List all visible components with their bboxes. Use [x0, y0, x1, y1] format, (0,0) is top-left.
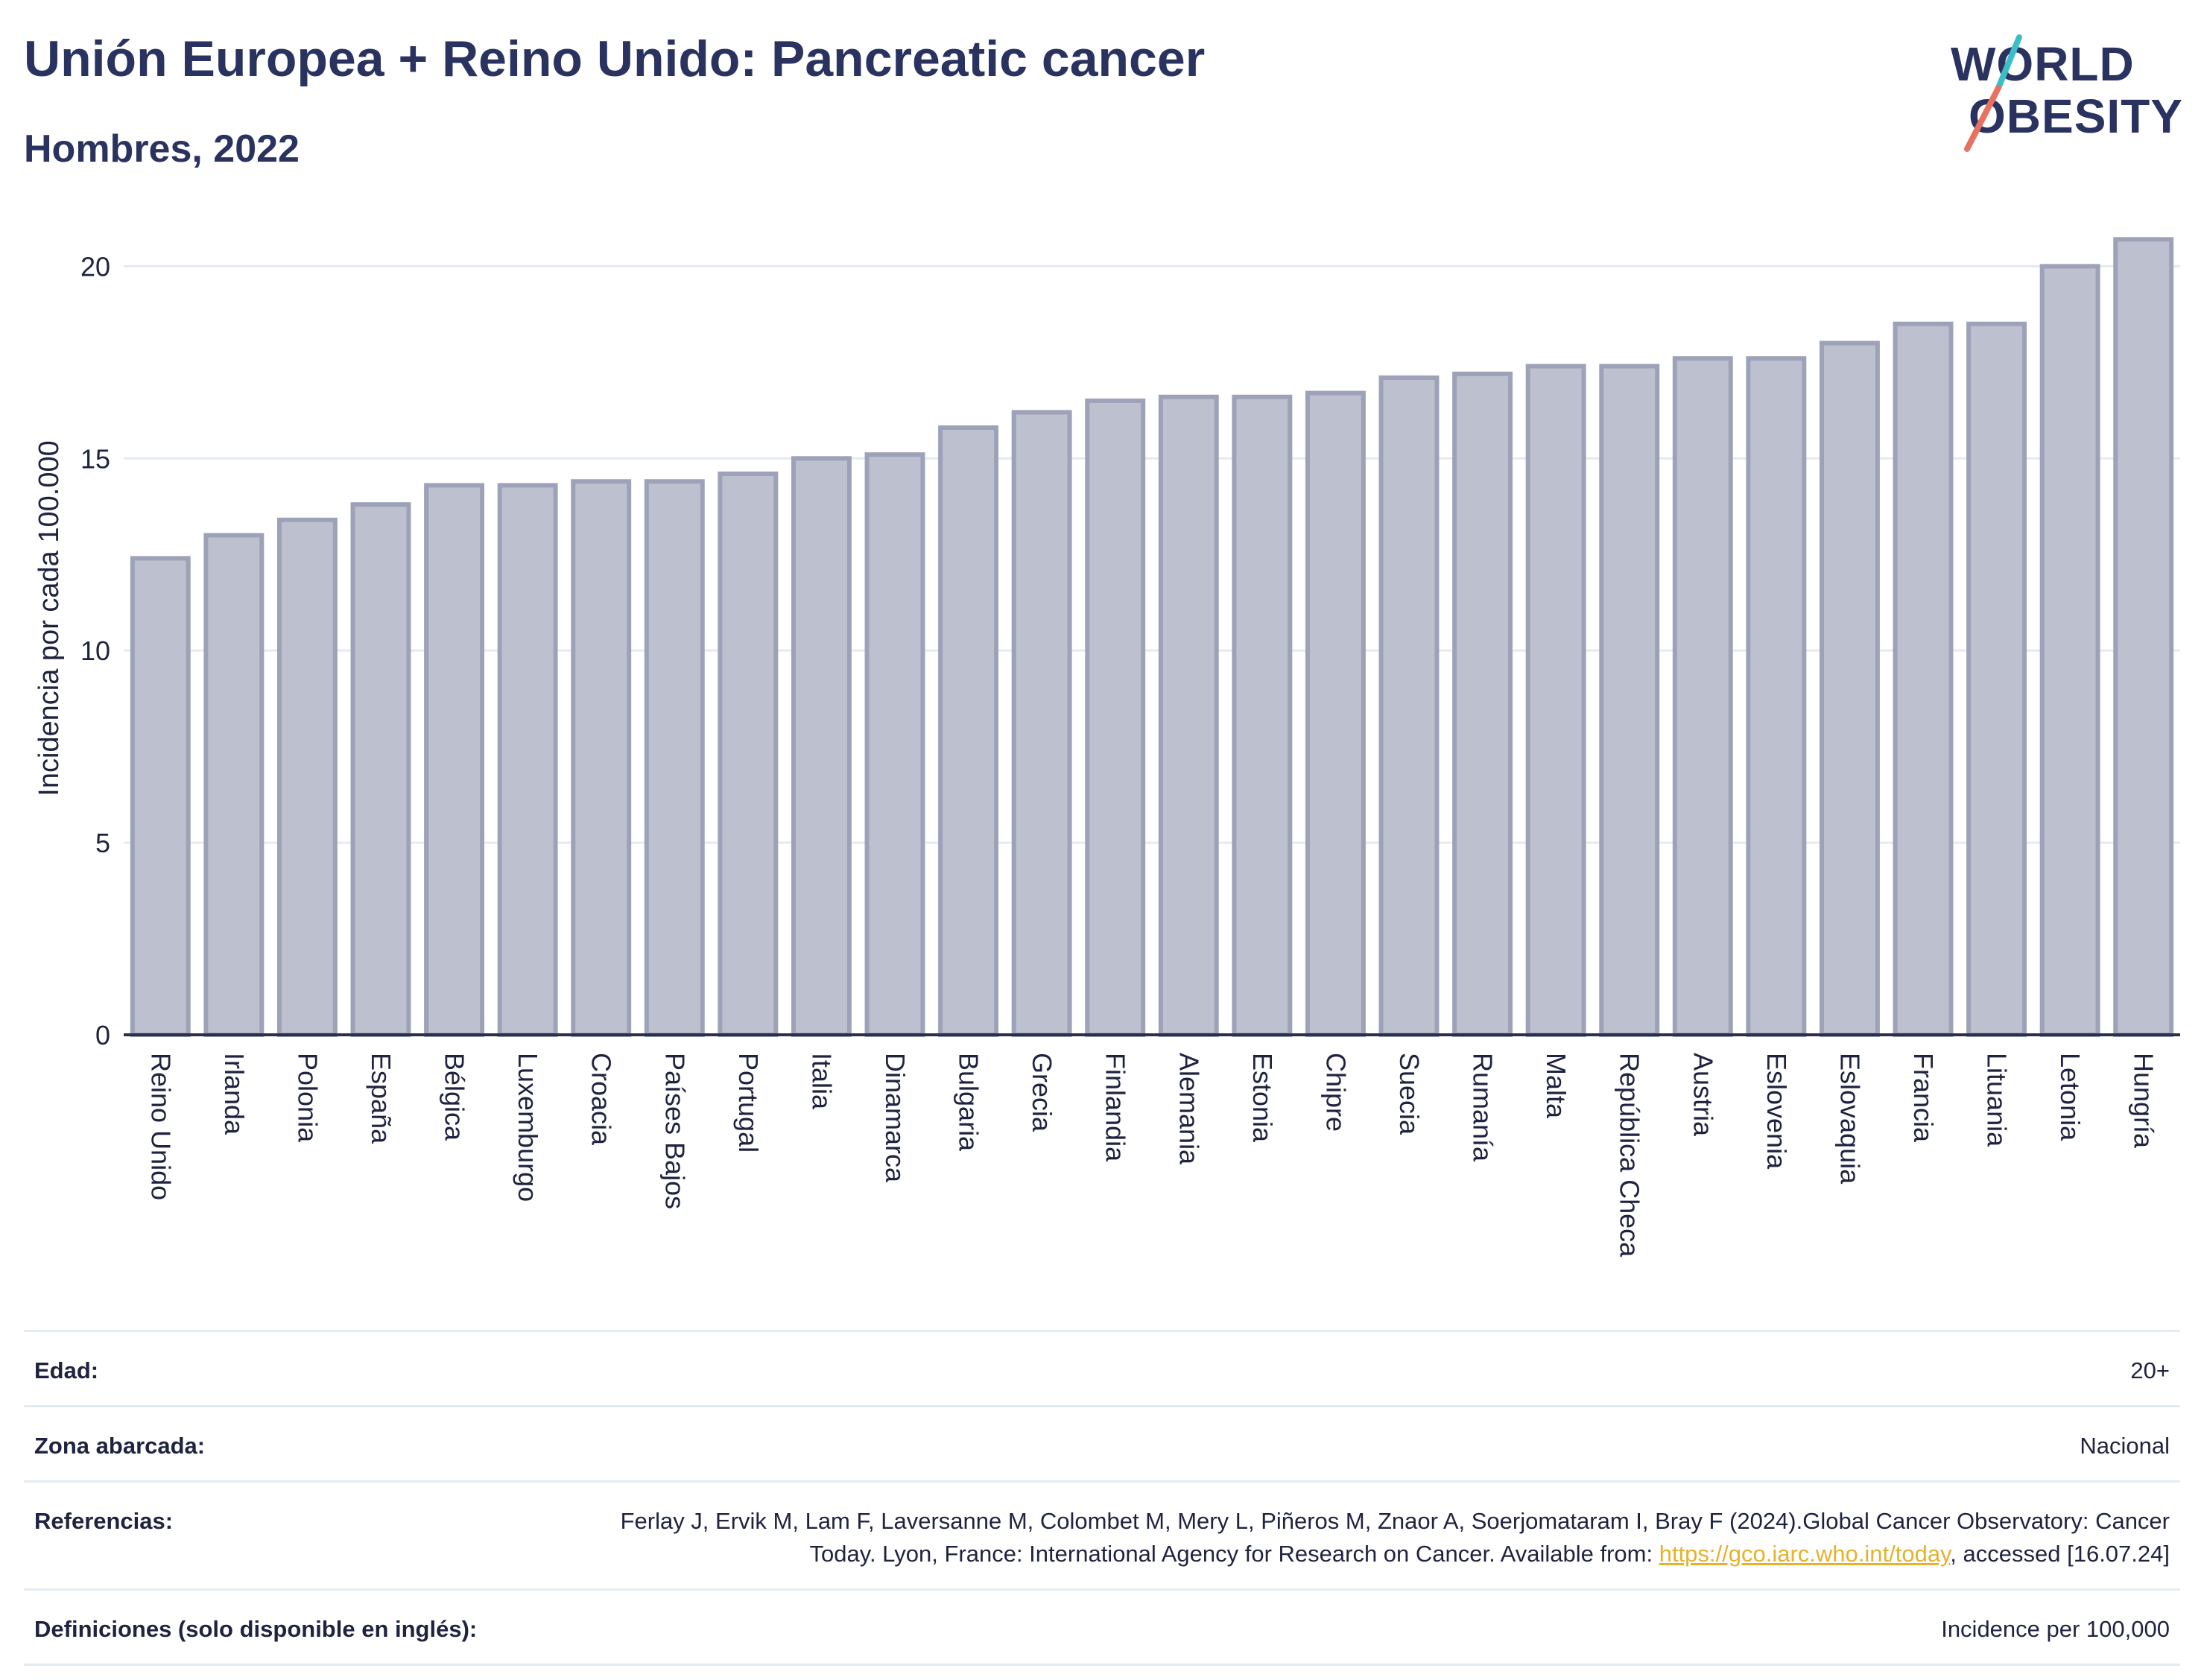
referencias-label: Referencias: — [34, 1508, 174, 1534]
definiciones-label: Definiciones (solo disponible en inglés)… — [34, 1616, 478, 1642]
edad-label: Edad: — [34, 1357, 99, 1383]
zona-label: Zona abarcada: — [34, 1433, 206, 1459]
x-tick-label: Croacia — [586, 1053, 617, 1146]
bar-4 — [424, 483, 485, 1037]
bar-chart: 0 5 10 15 20 Reino Unido Irlanda Polonia España B… — [34, 237, 2180, 1258]
bar-9 — [791, 456, 852, 1038]
info-row-edad: Edad: 20+ — [24, 1330, 2180, 1405]
x-tick-label: Letonia — [2055, 1053, 2086, 1141]
bar-1 — [203, 533, 265, 1038]
bar-27 — [2113, 237, 2174, 1037]
logo-slash-coral — [1964, 85, 2001, 152]
x-tick-label: Polonia — [292, 1053, 323, 1143]
bar-2 — [276, 517, 338, 1037]
x-tick-label: República Checa — [1615, 1053, 1645, 1258]
logo-line2: OBESITY — [1969, 89, 2183, 143]
x-tick-label: Finlandia — [1101, 1053, 1131, 1162]
bar-15 — [1232, 394, 1293, 1037]
x-tick-label: Reino Unido — [145, 1053, 176, 1200]
bar-16 — [1305, 390, 1366, 1037]
axes: 0 5 10 15 20 Reino Unido Irlanda Polonia España B… — [80, 251, 2180, 1258]
referencias-value: Ferlay J, Ervik M, Lam F, Laversanne M, … — [590, 1505, 2170, 1570]
info-table: Edad: 20+ Zona abarcada: Nacional Refere… — [24, 1330, 2180, 1666]
zona-value: Nacional — [2080, 1433, 2170, 1459]
x-tick-label: España — [366, 1053, 396, 1144]
bar-8 — [718, 471, 779, 1037]
edad-value: 20+ — [2130, 1357, 2170, 1383]
x-tick-label: Alemania — [1174, 1053, 1204, 1165]
x-tick-label: Grecia — [1027, 1053, 1057, 1132]
bar-6 — [571, 479, 632, 1037]
ref-text-2: , accessed [16.07.24] — [1950, 1541, 2170, 1567]
bar-13 — [1085, 398, 1146, 1037]
info-row-definiciones: Definiciones (solo disponible en inglés)… — [24, 1588, 2180, 1666]
ref-text-1: Ferlay J, Ervik M, Lam F, Laversanne M, … — [620, 1508, 2170, 1567]
x-tick-label: Austria — [1688, 1053, 1718, 1137]
chart-title: Unión Europea + Reino Unido: Pancreatic … — [24, 31, 1206, 87]
x-tick-label: Bélgica — [440, 1053, 470, 1141]
bar-10 — [864, 452, 925, 1038]
info-row-referencias: Referencias: Ferlay J, Ervik M, Lam F, L… — [24, 1480, 2180, 1588]
x-tick-label: Francia — [1908, 1053, 1939, 1143]
x-tick-label: Suecia — [1394, 1053, 1425, 1135]
x-tick-label: Irlanda — [219, 1053, 250, 1135]
definiciones-value: Incidence per 100,000 — [1941, 1616, 2170, 1642]
y-axis-label: Incidencia por cada 100.000 — [34, 440, 65, 796]
bar-22 — [1746, 356, 1807, 1038]
x-tick-label: Chipre — [1320, 1053, 1351, 1132]
bar-14 — [1158, 394, 1219, 1037]
bar-23 — [1819, 340, 1880, 1037]
x-tick-label: Eslovaquia — [1834, 1053, 1865, 1185]
x-tick-label: Dinamarca — [880, 1053, 911, 1183]
logo-line1: WORLD — [1951, 37, 2135, 91]
bar-0 — [130, 556, 191, 1037]
world-obesity-logo: WORLD OBESITY — [1951, 34, 2183, 152]
x-tick-label: Portugal — [733, 1053, 764, 1153]
info-row-zona: Zona abarcada: Nacional — [24, 1405, 2180, 1480]
bar-25 — [1966, 321, 2027, 1037]
bars — [130, 237, 2174, 1038]
x-tick-label: Luxemburgo — [513, 1053, 543, 1202]
bar-11 — [938, 425, 999, 1037]
x-tick-label: Bulgaria — [954, 1053, 984, 1152]
x-tick-label: Eslovenia — [1761, 1053, 1792, 1170]
x-tick-label: Países Bajos — [659, 1053, 690, 1209]
bar-7 — [644, 479, 705, 1037]
x-tick-label: Italia — [806, 1053, 837, 1110]
y-tick-label: 0 — [95, 1020, 110, 1050]
bar-24 — [1893, 321, 1954, 1037]
x-tick-label: Malta — [1541, 1053, 1571, 1119]
ref-link[interactable]: https://gco.iarc.who.int/today — [1659, 1541, 1951, 1567]
bar-12 — [1011, 410, 1072, 1037]
bar-20 — [1599, 364, 1660, 1038]
bar-18 — [1452, 371, 1513, 1038]
y-tick-label: 10 — [80, 635, 110, 666]
y-tick-label: 20 — [80, 251, 110, 282]
bar-17 — [1378, 375, 1440, 1037]
bar-3 — [350, 502, 411, 1037]
y-tick-label: 15 — [80, 443, 110, 474]
y-tick-label: 5 — [95, 828, 110, 858]
chart-subtitle: Hombres, 2022 — [24, 127, 300, 171]
bar-19 — [1525, 364, 1586, 1038]
x-tick-label: Rumanía — [1468, 1053, 1498, 1162]
x-tick-label: Hungría — [2129, 1053, 2159, 1149]
x-tick-label: Estonia — [1247, 1053, 1278, 1143]
logo-slash-teal — [1995, 34, 2022, 91]
bar-5 — [497, 483, 558, 1037]
x-tick-label: Lituania — [1982, 1053, 2013, 1147]
bar-26 — [2039, 264, 2100, 1038]
bar-21 — [1672, 356, 1733, 1038]
